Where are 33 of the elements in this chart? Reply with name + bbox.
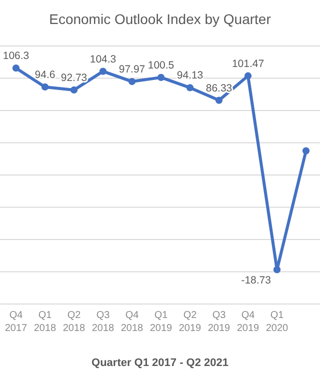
point <box>186 84 194 92</box>
x-tick-label: Q3 2019 <box>208 310 231 334</box>
x-tick-label: Q1 2019 <box>150 310 173 334</box>
x-tick-label: Q4 2018 <box>120 310 144 334</box>
point <box>302 147 310 154</box>
x-tick-label: Q2 2018 <box>62 310 86 334</box>
chart-title: Economic Outlook Index by Quarter <box>49 11 272 27</box>
point <box>99 68 107 75</box>
data-label: 92.73 <box>60 72 88 84</box>
x-tick-label: Q3 2018 <box>92 310 115 334</box>
point <box>273 266 281 274</box>
data-label: -18.73 <box>241 274 272 287</box>
point <box>128 78 136 86</box>
point <box>215 96 223 104</box>
data-label: 86.33 <box>206 82 232 94</box>
x-tick-label: Q4 2017 <box>4 310 28 334</box>
x-tick-label: Q1 2020 <box>266 310 289 334</box>
point <box>157 74 165 82</box>
data-label: 97.97 <box>118 64 146 76</box>
data-label: 101.47 <box>232 58 264 70</box>
point <box>12 64 20 72</box>
data-label: 104.3 <box>90 53 116 66</box>
x-tick-label: Q1 2018 <box>34 310 57 334</box>
data-label: 94.6 <box>34 68 56 81</box>
point <box>41 83 49 91</box>
x-tick-label: Q2 2019 <box>178 310 202 334</box>
data-label: 106.3 <box>2 50 30 62</box>
data-label: 100.5 <box>148 59 174 72</box>
point <box>244 72 252 80</box>
x-axis-title: Quarter Q1 2017 - Q2 2021 <box>92 357 228 369</box>
x-tick-label: Q4 2019 <box>236 310 260 334</box>
point <box>70 86 78 94</box>
data-label: 94.13 <box>176 70 204 82</box>
